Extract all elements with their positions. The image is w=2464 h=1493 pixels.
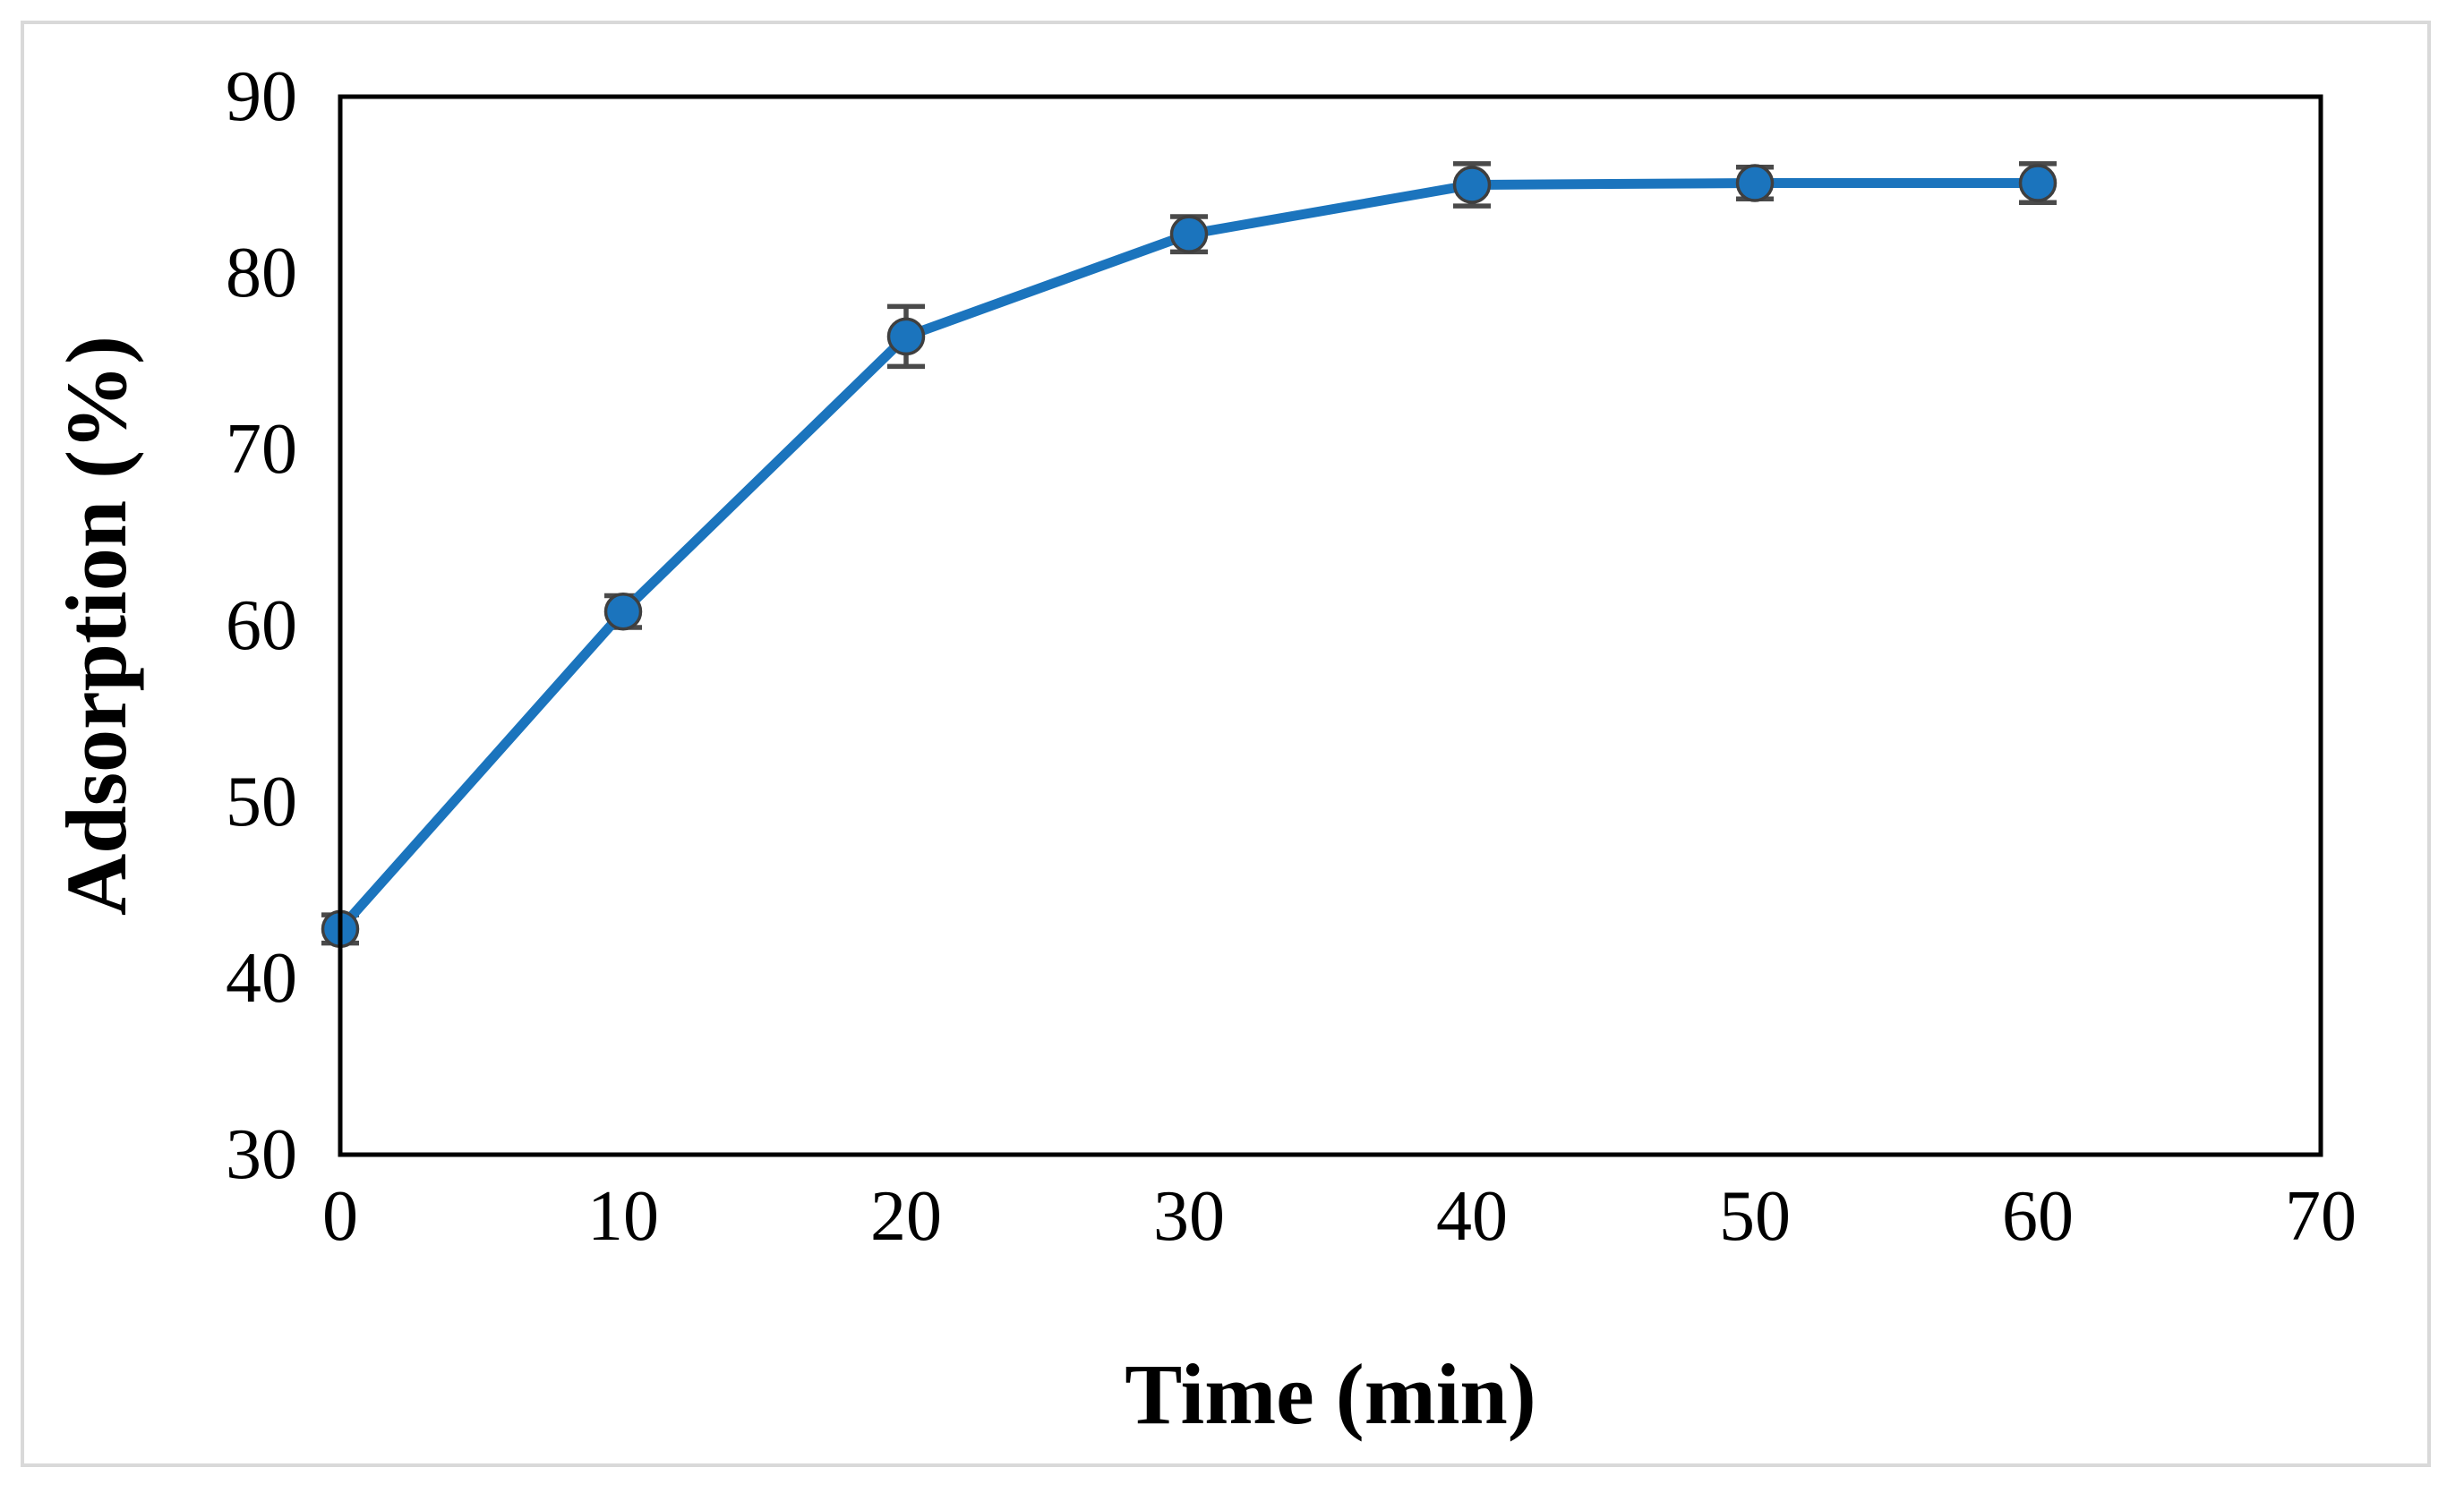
y-tick-label: 80 bbox=[226, 234, 297, 312]
x-tick-label: 30 bbox=[1153, 1177, 1225, 1256]
y-tick-label: 50 bbox=[226, 763, 297, 841]
x-tick-label: 60 bbox=[2002, 1177, 2074, 1256]
x-axis-title: Time (min) bbox=[1125, 1346, 1536, 1442]
x-tick-label: 50 bbox=[1719, 1177, 1791, 1256]
data-point-marker bbox=[1452, 166, 1492, 204]
data-point-marker bbox=[886, 317, 926, 356]
data-point-marker bbox=[603, 592, 643, 631]
figure-border bbox=[21, 21, 2431, 1467]
x-tick-label: 0 bbox=[322, 1177, 358, 1256]
y-axis-title: Adsorption (%) bbox=[48, 336, 144, 916]
y-tick-label: 70 bbox=[226, 410, 297, 489]
x-tick-label: 70 bbox=[2285, 1177, 2357, 1256]
y-tick-label: 40 bbox=[226, 939, 297, 1018]
x-axis-tick-labels: 0 10 20 30 40 50 60 70 bbox=[322, 1177, 2357, 1256]
y-axis-tick-labels: 30 40 50 60 70 80 90 bbox=[226, 57, 297, 1194]
y-tick-label: 30 bbox=[226, 1115, 297, 1194]
plot-frame bbox=[338, 94, 2323, 1157]
data-point-marker bbox=[2018, 164, 2058, 202]
x-tick-label: 40 bbox=[1436, 1177, 1508, 1256]
data-point-marker bbox=[1169, 215, 1209, 253]
x-tick-label: 20 bbox=[870, 1177, 942, 1256]
y-tick-label: 60 bbox=[226, 586, 297, 665]
y-tick-label: 90 bbox=[226, 57, 297, 136]
x-tick-label: 10 bbox=[587, 1177, 659, 1256]
data-point-marker bbox=[1735, 164, 1775, 202]
